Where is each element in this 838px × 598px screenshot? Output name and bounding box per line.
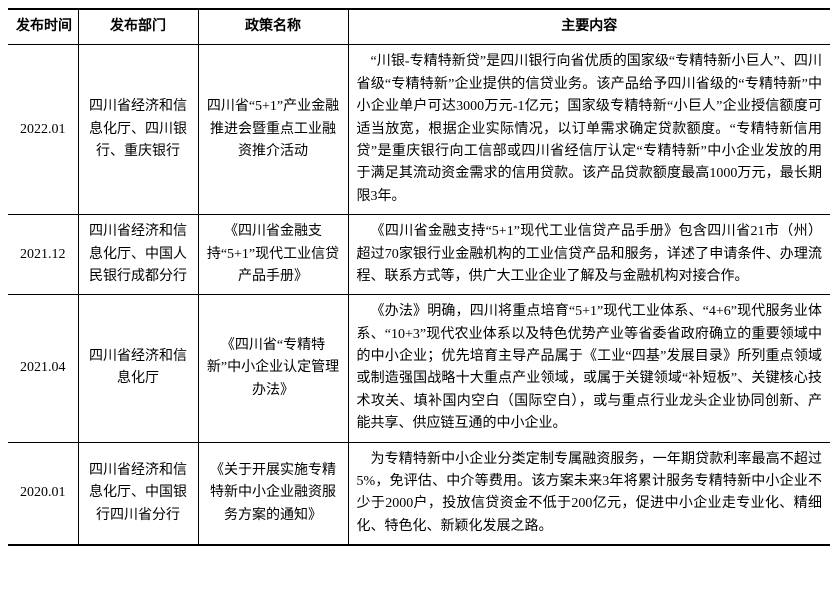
cell-date: 2021.12 — [8, 215, 78, 295]
table-row: 2022.01 四川省经济和信息化厅、四川银行、重庆银行 四川省“5+1”产业金… — [8, 45, 830, 215]
table-row: 2021.12 四川省经济和信息化厅、中国人民银行成都分行 《四川省金融支持“5… — [8, 215, 830, 295]
cell-policy-name: 四川省“5+1”产业金融推进会暨重点工业融资推介活动 — [198, 45, 348, 215]
cell-department: 四川省经济和信息化厅、中国人民银行成都分行 — [78, 215, 198, 295]
header-date: 发布时间 — [8, 9, 78, 45]
cell-department: 四川省经济和信息化厅 — [78, 295, 198, 442]
header-content: 主要内容 — [348, 9, 830, 45]
table-header-row: 发布时间 发布部门 政策名称 主要内容 — [8, 9, 830, 45]
cell-date: 2021.04 — [8, 295, 78, 442]
cell-date: 2020.01 — [8, 442, 78, 545]
header-department: 发布部门 — [78, 9, 198, 45]
cell-content: 为专精特新中小企业分类定制专属融资服务，一年期贷款利率最高不超过5%，免评估、中… — [348, 442, 830, 545]
cell-policy-name: 《四川省金融支持“5+1”现代工业信贷产品手册》 — [198, 215, 348, 295]
header-policy-name: 政策名称 — [198, 9, 348, 45]
cell-policy-name: 《关于开展实施专精特新中小企业融资服务方案的通知》 — [198, 442, 348, 545]
cell-content: 《四川省金融支持“5+1”现代工业信贷产品手册》包含四川省21市（州）超过70家… — [348, 215, 830, 295]
cell-content: “川银-专精特新贷”是四川银行向省优质的国家级“专精特新小巨人”、四川省级“专精… — [348, 45, 830, 215]
policy-table: 发布时间 发布部门 政策名称 主要内容 2022.01 四川省经济和信息化厅、四… — [8, 8, 830, 546]
cell-content: 《办法》明确，四川将重点培育“5+1”现代工业体系、“4+6”现代服务业体系、“… — [348, 295, 830, 442]
cell-policy-name: 《四川省“专精特新”中小企业认定管理办法》 — [198, 295, 348, 442]
cell-department: 四川省经济和信息化厅、中国银行四川省分行 — [78, 442, 198, 545]
table-row: 2021.04 四川省经济和信息化厅 《四川省“专精特新”中小企业认定管理办法》… — [8, 295, 830, 442]
cell-department: 四川省经济和信息化厅、四川银行、重庆银行 — [78, 45, 198, 215]
cell-date: 2022.01 — [8, 45, 78, 215]
table-row: 2020.01 四川省经济和信息化厅、中国银行四川省分行 《关于开展实施专精特新… — [8, 442, 830, 545]
